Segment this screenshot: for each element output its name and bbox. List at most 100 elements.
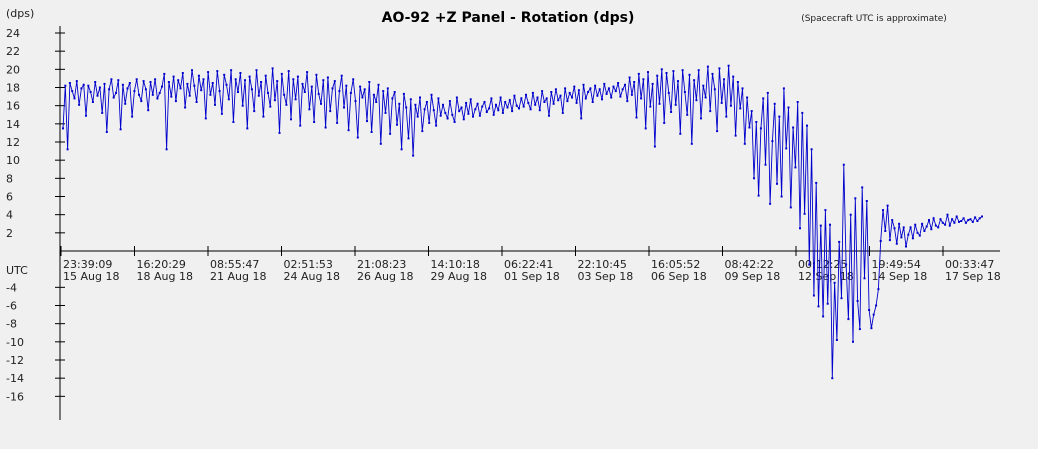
data-point bbox=[103, 82, 106, 85]
data-point bbox=[476, 102, 479, 105]
data-point bbox=[884, 230, 887, 232]
data-point bbox=[971, 220, 974, 223]
data-point bbox=[405, 106, 408, 109]
data-point bbox=[343, 106, 345, 109]
data-point bbox=[430, 93, 433, 96]
data-point bbox=[529, 108, 532, 111]
data-point bbox=[207, 71, 210, 74]
data-point bbox=[324, 126, 327, 129]
data-point bbox=[121, 83, 124, 86]
data-point bbox=[425, 101, 428, 103]
y-tick-label: -12 bbox=[6, 354, 24, 367]
data-point bbox=[819, 224, 822, 227]
data-point bbox=[326, 76, 329, 79]
data-point bbox=[527, 101, 530, 104]
data-point bbox=[895, 242, 898, 245]
data-point bbox=[653, 145, 656, 148]
data-point bbox=[78, 103, 81, 106]
data-point bbox=[925, 225, 928, 228]
x-tick-time: 22:10:45 bbox=[578, 258, 627, 271]
data-point bbox=[232, 121, 235, 123]
data-point bbox=[852, 340, 854, 343]
data-point bbox=[879, 240, 882, 242]
data-point bbox=[688, 73, 691, 76]
data-point bbox=[619, 95, 622, 98]
data-point bbox=[396, 123, 398, 126]
chart-title: AO-92 +Z Panel - Rotation (dps) bbox=[382, 10, 635, 26]
data-point bbox=[826, 302, 829, 305]
data-point bbox=[124, 102, 127, 105]
y-tick-label: 12 bbox=[6, 136, 20, 149]
data-point bbox=[628, 76, 631, 79]
data-point bbox=[741, 87, 744, 90]
data-point bbox=[322, 79, 325, 82]
data-point bbox=[849, 213, 852, 216]
data-point bbox=[815, 181, 818, 184]
data-point bbox=[204, 117, 207, 120]
data-point bbox=[605, 92, 608, 95]
x-tick-date: 12 Sep 18 bbox=[798, 270, 854, 283]
data-point bbox=[803, 212, 806, 215]
data-point bbox=[177, 79, 180, 82]
data-point bbox=[955, 215, 958, 218]
data-point bbox=[419, 96, 421, 99]
data-point bbox=[423, 108, 426, 111]
data-point bbox=[398, 102, 401, 105]
y-axis-unit-label: (dps) bbox=[6, 7, 34, 20]
data-point bbox=[909, 226, 912, 229]
data-point bbox=[831, 377, 834, 380]
data-point bbox=[960, 220, 963, 222]
data-point bbox=[780, 195, 783, 198]
data-point bbox=[389, 132, 392, 135]
data-point bbox=[914, 223, 917, 226]
data-point bbox=[250, 88, 253, 91]
data-point bbox=[981, 215, 983, 218]
data-point bbox=[147, 109, 150, 112]
data-point bbox=[241, 104, 244, 107]
data-point bbox=[806, 124, 808, 127]
data-point bbox=[230, 69, 233, 72]
data-point bbox=[197, 74, 200, 77]
x-tick-time: 16:05:52 bbox=[651, 258, 700, 271]
data-point bbox=[962, 217, 965, 220]
data-point bbox=[460, 106, 463, 109]
data-point bbox=[209, 93, 212, 96]
data-point bbox=[552, 102, 555, 105]
data-point bbox=[683, 91, 686, 93]
data-point bbox=[188, 94, 191, 97]
data-point bbox=[366, 120, 368, 123]
data-point bbox=[787, 106, 790, 109]
data-point bbox=[543, 101, 546, 103]
data-point bbox=[453, 121, 456, 123]
data-point bbox=[872, 313, 875, 316]
data-point bbox=[640, 97, 643, 100]
data-point bbox=[755, 121, 758, 123]
data-point bbox=[704, 96, 707, 99]
data-point bbox=[557, 99, 560, 102]
data-point bbox=[135, 78, 138, 81]
data-point bbox=[624, 83, 626, 86]
data-point bbox=[73, 97, 76, 100]
data-point bbox=[384, 111, 387, 114]
data-point bbox=[368, 81, 371, 83]
data-point bbox=[902, 226, 905, 229]
data-point bbox=[257, 94, 260, 97]
series-line bbox=[62, 65, 983, 379]
data-point bbox=[951, 218, 954, 221]
data-point bbox=[220, 112, 223, 115]
data-point bbox=[635, 116, 638, 119]
data-point bbox=[193, 84, 196, 87]
data-point bbox=[538, 109, 541, 112]
data-point bbox=[347, 129, 350, 132]
data-point bbox=[375, 101, 378, 103]
data-point bbox=[234, 78, 237, 81]
utc-note: (Spacecraft UTC is approximate) bbox=[801, 14, 947, 24]
y-tick-label: 2 bbox=[6, 227, 13, 240]
data-point bbox=[414, 103, 417, 106]
data-point bbox=[382, 90, 385, 93]
data-point bbox=[900, 236, 903, 239]
data-point bbox=[349, 91, 352, 94]
data-point bbox=[808, 263, 811, 266]
data-point bbox=[789, 206, 792, 209]
data-point bbox=[80, 87, 83, 90]
